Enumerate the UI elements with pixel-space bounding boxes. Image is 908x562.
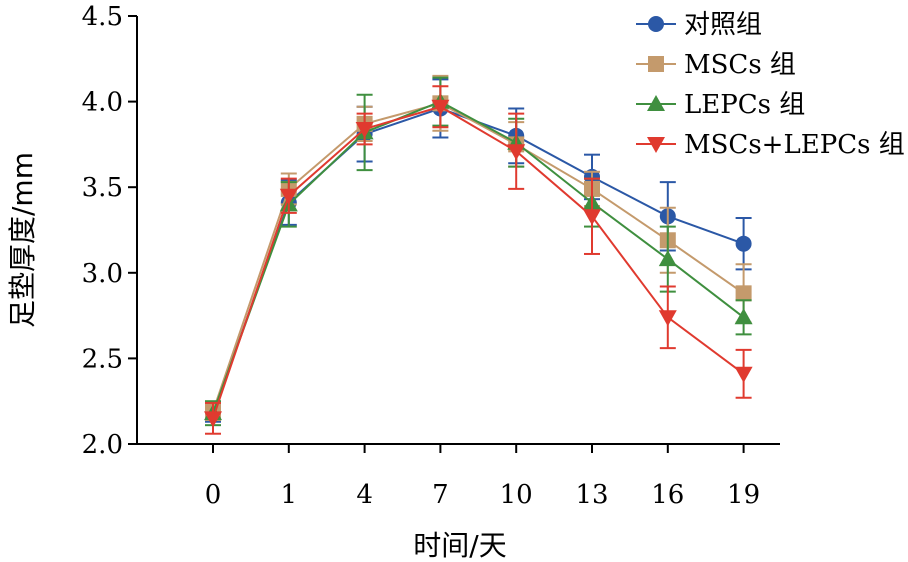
data-point bbox=[658, 310, 677, 327]
legend-marker bbox=[647, 137, 665, 153]
series-2 bbox=[205, 74, 752, 422]
series-group bbox=[204, 74, 753, 435]
data-point bbox=[734, 308, 753, 325]
data-point bbox=[355, 121, 374, 138]
series-line bbox=[212, 105, 745, 419]
legend-entry: MSCs+LEPCs 组 bbox=[636, 130, 905, 160]
y-tick-label: 4.0 bbox=[82, 88, 123, 118]
series-4 bbox=[204, 85, 753, 435]
legend: 对照组 MSCs 组 LEPCs 组 MSCs+LEPCs 组 bbox=[636, 10, 905, 160]
y-tick-label: 3.5 bbox=[82, 173, 123, 203]
x-tick-label: 13 bbox=[575, 480, 608, 510]
y-tick-label: 2.5 bbox=[82, 344, 123, 374]
series-line bbox=[212, 102, 745, 412]
data-point bbox=[431, 99, 450, 116]
x-tick-label: 16 bbox=[651, 480, 684, 510]
data-point bbox=[204, 411, 222, 428]
x-tick-label: 19 bbox=[727, 480, 760, 510]
y-tick-label: 2.0 bbox=[82, 430, 123, 460]
data-point bbox=[735, 285, 752, 302]
legend-label: LEPCs 组 bbox=[684, 90, 805, 120]
x-tick-label: 7 bbox=[432, 480, 449, 510]
x-tick-label: 4 bbox=[356, 480, 373, 510]
data-point bbox=[734, 366, 753, 383]
legend-entry: 对照组 bbox=[636, 10, 762, 40]
x-axis-title: 时间/天 bbox=[413, 529, 506, 562]
x-tick-label: 1 bbox=[281, 480, 298, 510]
legend-marker bbox=[648, 16, 664, 32]
legend-label: MSCs+LEPCs 组 bbox=[684, 130, 905, 160]
legend-label: 对照组 bbox=[684, 10, 762, 40]
ticks: 2.0 2.5 3.0 3.5 4.0 4.5 0 1 4 7 10 13 16 19 bbox=[82, 2, 761, 510]
series-line bbox=[212, 100, 745, 414]
series-1 bbox=[205, 78, 752, 423]
x-tick-label: 0 bbox=[205, 480, 222, 510]
legend-label: MSCs 组 bbox=[684, 50, 796, 80]
data-point bbox=[658, 250, 677, 267]
data-point bbox=[279, 188, 298, 205]
data-point bbox=[507, 144, 526, 161]
axes bbox=[136, 16, 780, 445]
legend-marker bbox=[647, 95, 665, 111]
x-tick-label: 10 bbox=[500, 480, 533, 510]
legend-entry: MSCs 组 bbox=[636, 50, 796, 80]
data-point bbox=[583, 209, 601, 226]
y-tick-label: 4.5 bbox=[82, 2, 123, 32]
y-axis-title: 足垫厚度/mm bbox=[6, 152, 39, 328]
data-point bbox=[735, 235, 752, 252]
legend-entry: LEPCs 组 bbox=[636, 90, 805, 120]
y-tick-label: 3.0 bbox=[82, 259, 123, 289]
legend-marker bbox=[648, 56, 664, 72]
